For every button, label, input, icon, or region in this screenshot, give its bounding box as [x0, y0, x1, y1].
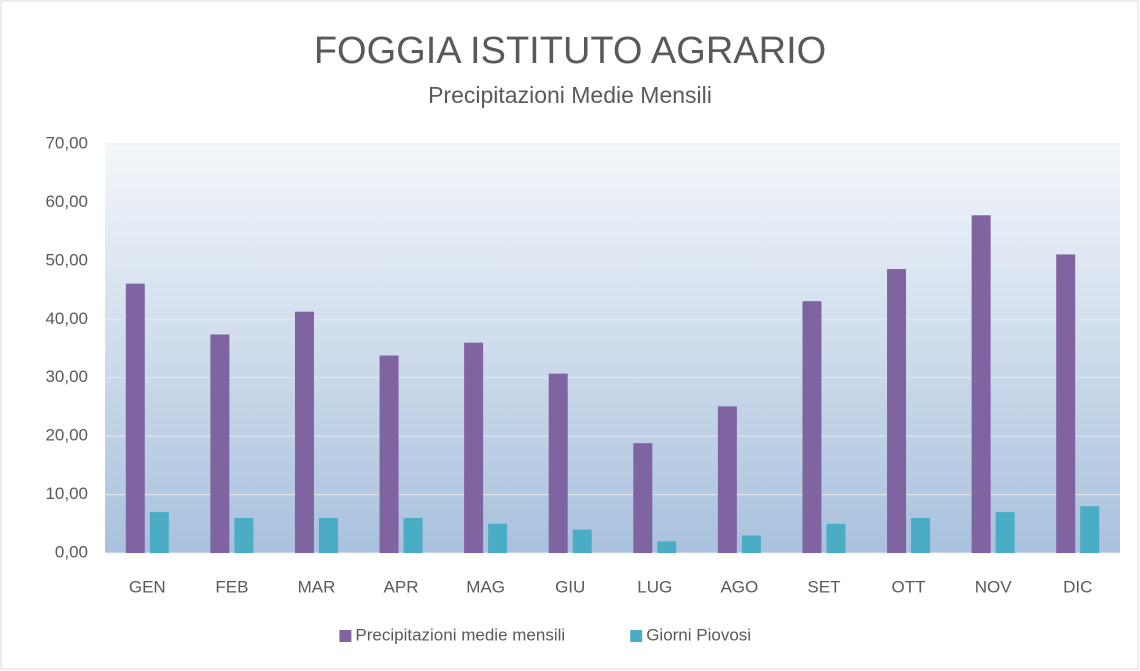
bar: [995, 512, 1015, 553]
legend-swatch: [339, 630, 352, 642]
legend-label: Precipitazioni medie mensili: [355, 625, 565, 644]
bar: [403, 517, 423, 553]
x-tick-label: FEB: [215, 577, 248, 596]
y-tick-label: 0,00: [55, 542, 88, 561]
chart-subtitle: Precipitazioni Medie Mensili: [428, 82, 712, 108]
bar: [826, 523, 846, 553]
bar: [294, 311, 314, 553]
bar: [149, 512, 169, 553]
bar: [488, 523, 508, 553]
x-tick-label: DIC: [1063, 577, 1092, 596]
bar: [548, 373, 568, 553]
y-tick-label: 70,00: [45, 133, 88, 152]
bar: [1056, 254, 1076, 553]
chart-title: FOGGIA ISTITUTO AGRARIO: [314, 30, 826, 72]
x-tick-label: LUG: [637, 577, 672, 596]
bar: [633, 443, 653, 553]
bar: [125, 283, 145, 553]
y-tick-label: 20,00: [45, 426, 88, 445]
bar: [741, 535, 761, 553]
x-tick-label: OTT: [892, 577, 926, 596]
x-tick-label: GIU: [555, 577, 585, 596]
y-tick-label: 50,00: [45, 250, 88, 269]
bar: [1080, 506, 1100, 553]
bar: [234, 517, 254, 553]
x-tick-label: GEN: [129, 577, 166, 596]
x-tick-label: APR: [384, 577, 419, 596]
bar: [887, 269, 907, 553]
x-tick-label: MAG: [466, 577, 505, 596]
x-tick-label: NOV: [975, 577, 1013, 596]
bar: [717, 406, 737, 553]
bar: [464, 342, 484, 553]
bar: [572, 529, 592, 553]
x-tick-label: AGO: [720, 577, 758, 596]
plot-area: [105, 144, 1120, 553]
bar: [210, 334, 230, 553]
y-tick-label: 30,00: [45, 367, 88, 386]
x-tick-label: MAR: [298, 577, 336, 596]
bar: [318, 517, 338, 553]
y-tick-label: 10,00: [45, 484, 88, 503]
bar: [971, 215, 991, 554]
x-tick-label: SET: [807, 577, 840, 596]
y-tick-label: 40,00: [45, 309, 88, 328]
y-tick-label: 60,00: [45, 192, 88, 211]
bar: [802, 301, 822, 553]
bar: [379, 355, 399, 553]
legend-swatch: [630, 630, 643, 642]
bar: [911, 517, 931, 553]
legend-label: Giorni Piovosi: [646, 625, 751, 644]
bar: [657, 541, 677, 553]
